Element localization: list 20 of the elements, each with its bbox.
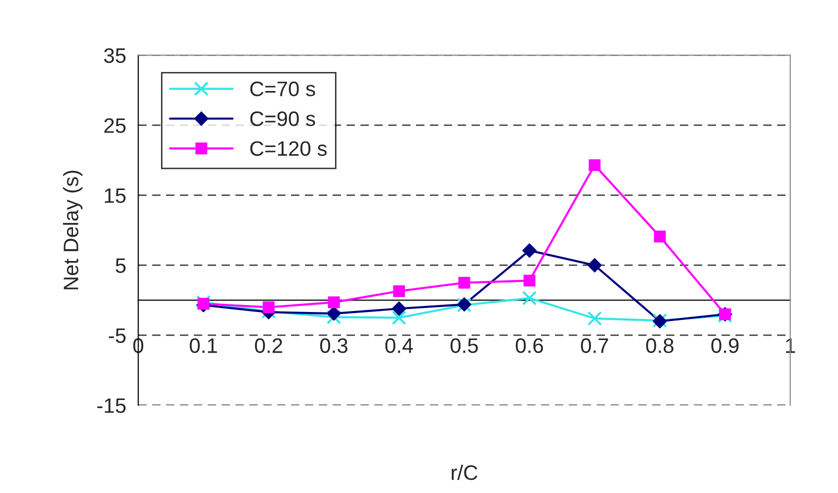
- y-tick-label: 5: [116, 258, 126, 273]
- y-tick-label: -5: [108, 328, 126, 343]
- x-tick-label: 0.2: [254, 338, 282, 354]
- legend-label: C=90 s: [250, 111, 316, 126]
- legend-label: C=70 s: [250, 82, 316, 96]
- y-tick-label: 15: [104, 188, 126, 203]
- x-tick-label: 0.5: [450, 338, 478, 354]
- y-tick-label: -15: [97, 398, 126, 413]
- x-tick-label: 0.9: [711, 338, 739, 354]
- x-tick-label: 0.8: [646, 338, 674, 354]
- legend-label: C=120 s: [250, 141, 327, 156]
- y-tick-label: 35: [104, 48, 126, 63]
- y-tick-label: 25: [104, 118, 126, 133]
- x-tick-label: 0.4: [385, 338, 413, 354]
- x-axis-title: r/C: [452, 464, 478, 480]
- x-tick-label: 0.3: [320, 338, 348, 354]
- x-tick-label: 0.6: [516, 338, 544, 354]
- x-tick-label: 0.1: [190, 338, 217, 354]
- x-tick-label: 0.7: [580, 338, 608, 354]
- y-axis-title: Net Delay (s): [63, 170, 82, 290]
